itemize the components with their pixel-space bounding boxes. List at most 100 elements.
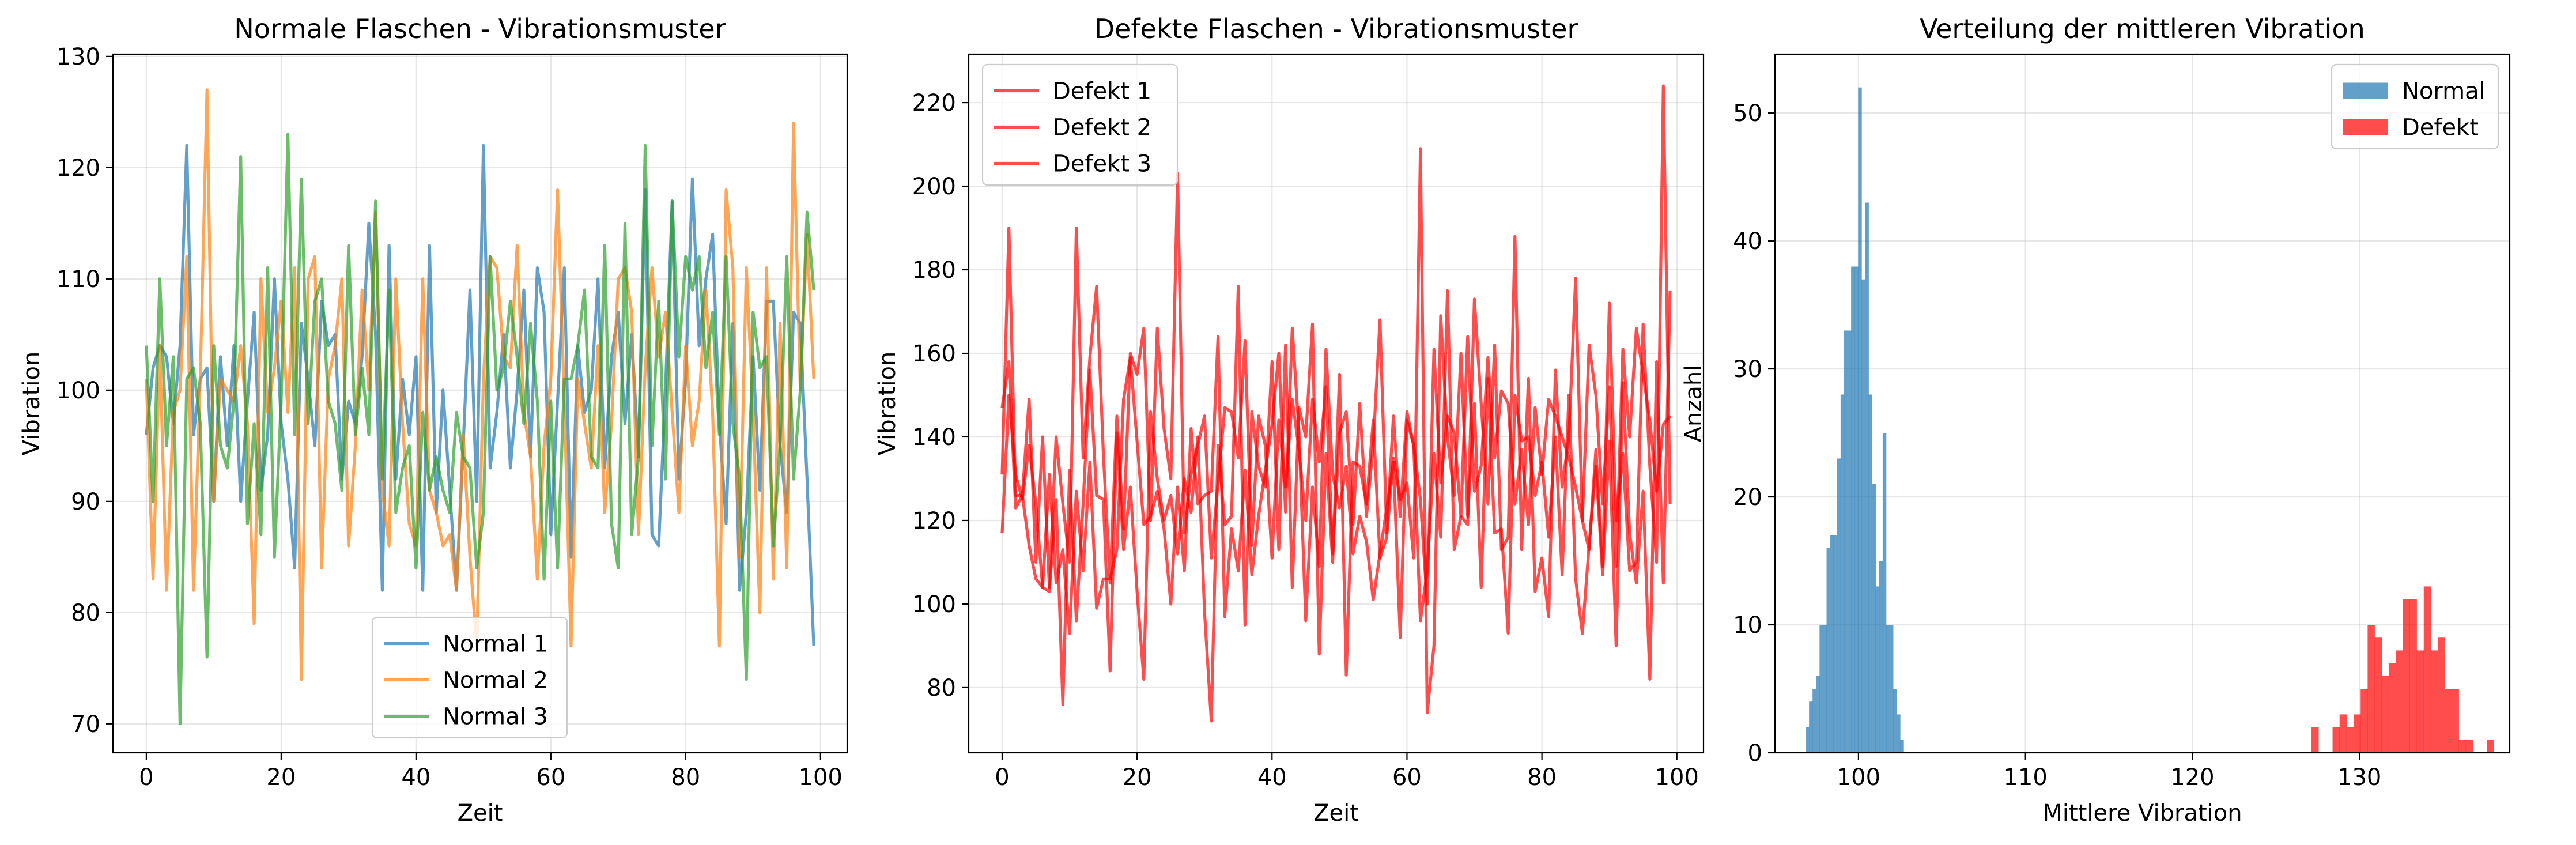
axes-frame-defective bbox=[968, 53, 1705, 754]
y-tick-label: 50 bbox=[1733, 100, 1762, 127]
x-tick-label: 100 bbox=[799, 764, 843, 791]
histogram-bar-normal bbox=[1806, 727, 1810, 753]
x-tick-label: 110 bbox=[2003, 764, 2047, 791]
histogram-bar-normal bbox=[1851, 266, 1855, 753]
y-tick-label: 80 bbox=[71, 600, 100, 627]
x-tick-label: 20 bbox=[266, 764, 296, 791]
title-normal-bottles: Normale Flaschen - Vibrationsmuster bbox=[234, 13, 726, 44]
y-tick-label: 110 bbox=[56, 266, 100, 293]
ylabel-distribution: Anzahl bbox=[1680, 365, 1707, 443]
histogram-bar-normal bbox=[1875, 586, 1880, 753]
y-tick-label: 130 bbox=[56, 44, 100, 70]
legend-box bbox=[371, 616, 568, 739]
x-tick-label: 0 bbox=[995, 764, 1009, 791]
legend-label-defekt-3: Defekt 3 bbox=[1053, 151, 1151, 178]
histogram-bar-normal bbox=[1893, 689, 1897, 753]
legend-label-normal-2: Normal 2 bbox=[443, 667, 548, 694]
histogram-bar-normal bbox=[1872, 484, 1876, 753]
ylabel-defective: Vibration bbox=[874, 352, 901, 456]
histogram-bar-normal bbox=[1886, 625, 1890, 753]
histogram-bar-normal bbox=[1858, 87, 1862, 753]
histogram-bar-normal bbox=[1809, 701, 1813, 753]
y-tick-label: 90 bbox=[71, 489, 100, 515]
histogram-bar-defekt bbox=[2332, 727, 2340, 753]
x-tick-label: 130 bbox=[2337, 764, 2381, 791]
histogram-bar-defekt bbox=[2487, 740, 2494, 753]
y-tick-label: 40 bbox=[1733, 228, 1762, 255]
y-tick-label: 10 bbox=[1733, 612, 1762, 639]
title-vibration-distribution: Verteilung der mittleren Vibration bbox=[1920, 13, 2365, 44]
xlabel-normal: Zeit bbox=[458, 800, 503, 827]
y-tick-label: 220 bbox=[912, 90, 956, 116]
y-tick-label: 120 bbox=[56, 155, 100, 182]
histogram-bar-normal bbox=[1844, 330, 1848, 753]
x-tick-label: 80 bbox=[1527, 764, 1557, 791]
title-defective-bottles: Defekte Flaschen - Vibrationsmuster bbox=[1094, 13, 1578, 44]
x-tick-label: 40 bbox=[401, 764, 430, 791]
histogram-bar-normal bbox=[1816, 676, 1820, 753]
histogram-bar-defekt bbox=[2346, 727, 2354, 753]
histogram-bar-normal bbox=[1812, 689, 1816, 753]
x-tick-label: 20 bbox=[1123, 764, 1152, 791]
histogram-bar-normal bbox=[1840, 394, 1845, 753]
histogram-bar-defekt bbox=[2367, 625, 2375, 753]
y-tick-label: 20 bbox=[1733, 484, 1762, 511]
legend-box bbox=[981, 63, 1179, 186]
xlabel-defective: Zeit bbox=[1313, 800, 1359, 827]
legend-label-normal-3: Normal 3 bbox=[443, 704, 548, 730]
histogram-bar-defekt bbox=[2388, 663, 2396, 753]
histogram-bar-defekt bbox=[2445, 689, 2452, 753]
histogram-bar-normal bbox=[1826, 548, 1830, 753]
y-tick-label: 200 bbox=[912, 173, 956, 200]
histogram-bar-normal bbox=[1830, 535, 1834, 753]
y-tick-label: 0 bbox=[1748, 740, 1762, 767]
y-tick-label: 160 bbox=[912, 341, 956, 367]
legend-label-defekt: Defekt bbox=[2402, 115, 2479, 141]
histogram-bar-defekt bbox=[2396, 650, 2403, 753]
histogram-bar-normal bbox=[1865, 202, 1869, 753]
histogram-bar-normal bbox=[1882, 433, 1887, 753]
histogram-bar-normal bbox=[1900, 740, 1904, 753]
histogram-bar-normal bbox=[1823, 625, 1827, 753]
x-tick-label: 100 bbox=[1837, 764, 1880, 791]
legend-label-normal: Normal bbox=[2402, 78, 2486, 105]
y-tick-label: 100 bbox=[912, 591, 956, 618]
x-tick-label: 120 bbox=[2170, 764, 2214, 791]
histogram-bar-defekt bbox=[2452, 689, 2459, 753]
legend-label-defekt-2: Defekt 2 bbox=[1053, 115, 1151, 141]
series-line-defekt-3 bbox=[1000, 84, 1672, 639]
legend-label-defekt-1: Defekt 1 bbox=[1053, 78, 1151, 105]
chart-defective-bottles: 0 20 40 60 80 100 80 100 120 140 160 180 200 220 Defe… bbox=[874, 13, 1705, 827]
x-tick-label: 60 bbox=[1392, 764, 1422, 791]
legend-label-normal-1: Normal 1 bbox=[443, 631, 548, 658]
histogram-bar-normal bbox=[1837, 458, 1841, 753]
histogram-bar-normal bbox=[1861, 279, 1865, 753]
chart-normal-bottles: 0 20 40 60 80 100 70 80 90 100 110 120 130 Normale F… bbox=[18, 13, 848, 827]
ylabel-normal: Vibration bbox=[18, 352, 45, 456]
histogram-bar-defekt bbox=[2423, 586, 2431, 753]
histogram-bar-defekt bbox=[2430, 650, 2438, 753]
y-tick-label: 80 bbox=[927, 675, 956, 701]
legend-defective: Defekt 1 Defekt 2 Defekt 3 bbox=[981, 63, 1179, 186]
y-tick-label: 100 bbox=[56, 378, 100, 404]
x-tick-label: 0 bbox=[139, 764, 153, 791]
chart-vibration-distribution: 100 110 120 130 0 10 20 30 40 50 Verteilung der m… bbox=[1680, 13, 2511, 827]
series-line-defekt-2 bbox=[1000, 147, 1672, 723]
series-line-normal-3 bbox=[145, 133, 815, 726]
axes-frame-distribution bbox=[1774, 53, 2511, 754]
xlabel-distribution: Mittlere Vibration bbox=[2042, 800, 2242, 827]
histogram-bar-defekt bbox=[2409, 599, 2417, 753]
x-tick-label: 80 bbox=[671, 764, 700, 791]
legend-distribution: Normal Defekt bbox=[2331, 63, 2499, 150]
x-tick-label: 60 bbox=[536, 764, 565, 791]
histogram-bar-defekt bbox=[2465, 740, 2473, 753]
legend-swatch-defekt bbox=[2343, 119, 2388, 135]
y-tick-label: 120 bbox=[912, 508, 956, 534]
y-tick-label: 70 bbox=[71, 711, 100, 738]
histogram-bar-normal bbox=[1854, 266, 1859, 753]
histogram-bar-defekt bbox=[2416, 650, 2424, 753]
histogram-bar-normal bbox=[1879, 561, 1883, 753]
histogram-bar-defekt bbox=[2311, 727, 2319, 753]
x-tick-label: 40 bbox=[1257, 764, 1287, 791]
histogram-bar-normal bbox=[1890, 625, 1894, 753]
